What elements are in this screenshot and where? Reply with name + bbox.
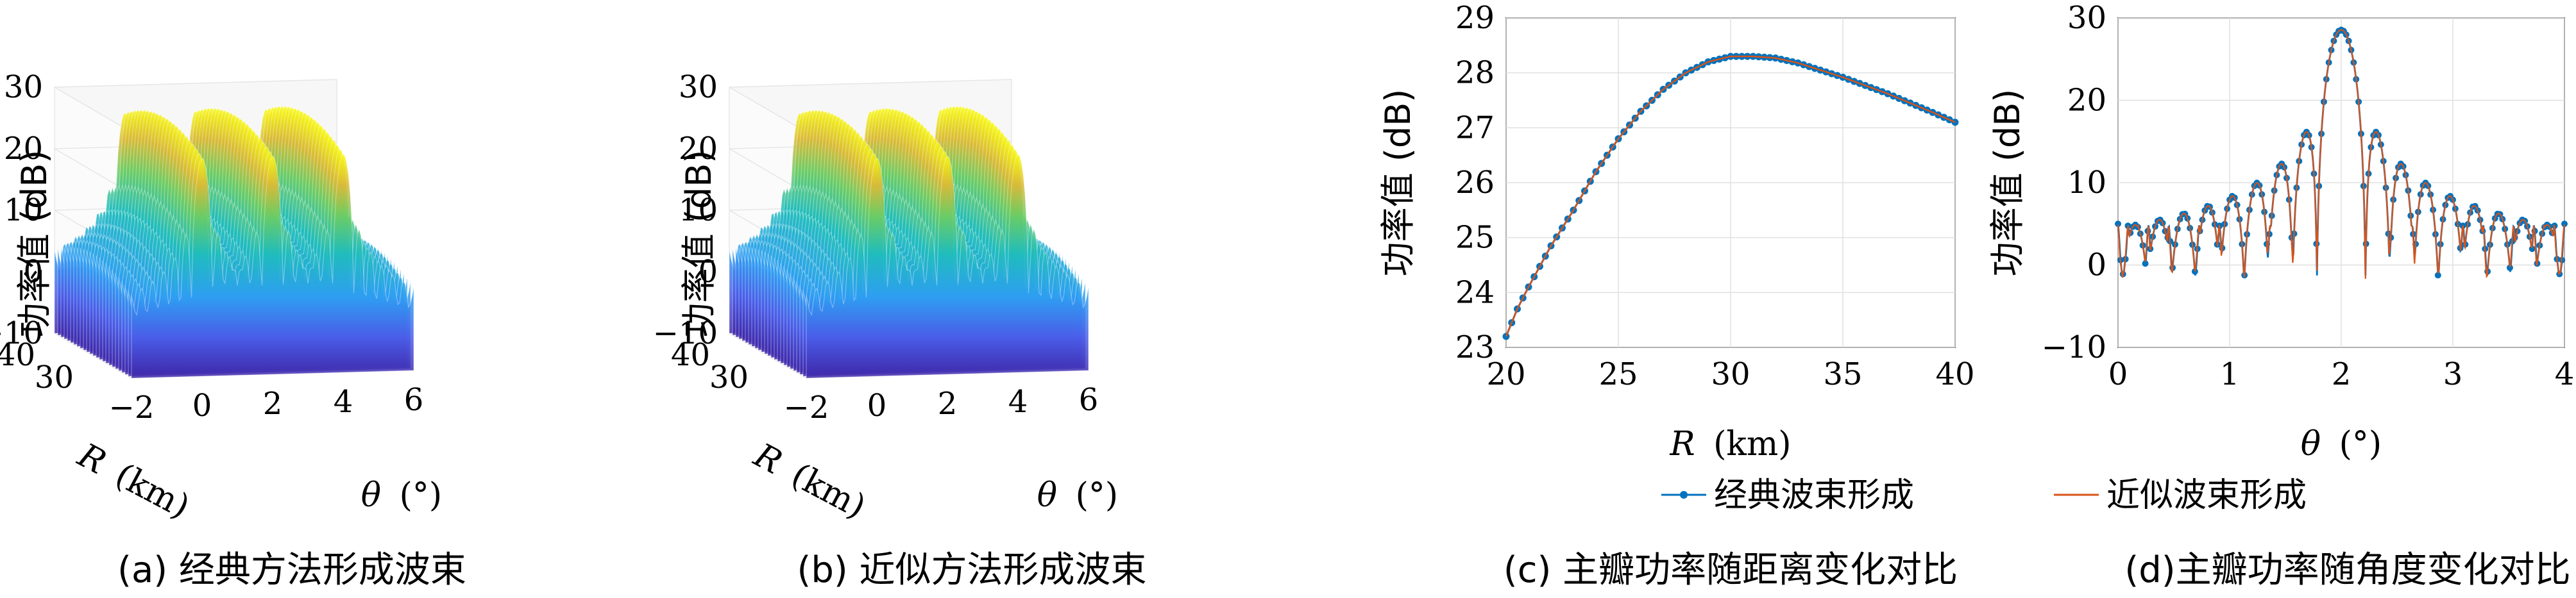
y-tick-label: 20 [2067, 83, 2106, 119]
y-tick-label: 25 [1455, 220, 1495, 256]
legend-marker-classic [1680, 491, 1688, 499]
z-tick-label: 20 [4, 131, 43, 167]
legend-label-approx: 近似波束形成 [2106, 476, 2307, 515]
legend-item-classic: 经典波束形成 [1661, 476, 1914, 515]
surface-gridline [729, 79, 1012, 88]
r-tick-label: 30 [35, 360, 74, 395]
x-tick-label: 1 [2220, 356, 2240, 392]
z-tick-label: 0 [698, 254, 718, 290]
series-point-classic [2506, 264, 2513, 271]
x-tick-label: 30 [1711, 356, 1750, 392]
panel-c-y-label: 功率值 (dB) [1378, 89, 1418, 277]
legend-label-classic: 经典波束形成 [1714, 476, 1914, 515]
series-point-classic [2115, 220, 2121, 228]
surface-gridline [729, 87, 807, 133]
theta-tick-label: 4 [1008, 384, 1028, 420]
panel-b-caption: (b) 近似方法形成波束 [797, 549, 1146, 591]
z-tick-label: 10 [4, 192, 43, 228]
y-tick-label: 27 [1455, 110, 1495, 145]
x-tick-label: 40 [1935, 356, 1974, 392]
series-line-approx [2117, 29, 2566, 279]
panel-d-x-label: θ (°) [2301, 425, 2382, 463]
series-point-classic [2434, 272, 2441, 279]
theta-tick-label: 0 [867, 388, 887, 424]
y-tick-label: 0 [2087, 247, 2106, 283]
z-tick-label: 10 [679, 192, 718, 228]
z-tick-label: 0 [23, 254, 43, 290]
z-tick-label: 30 [679, 69, 718, 105]
series-point-classic [2191, 268, 2198, 275]
z-tick-label: −10 [653, 315, 718, 351]
theta-tick-label: −2 [109, 390, 155, 426]
z-tick-label: −10 [0, 315, 43, 351]
theta-tick-label: −2 [784, 390, 829, 426]
legend: 经典波束形成 近似波束形成 [1661, 476, 2307, 515]
panel-c-line-chart: 20 25 30 35 40 23 24 25 26 27 28 29 功率值 (dB) R (km)… [1378, 0, 1975, 591]
theta-tick-label: 4 [334, 384, 353, 420]
r-tick-label: 30 [709, 360, 749, 395]
x-tick-label: 25 [1598, 356, 1638, 392]
x-tick-label: 2 [2332, 356, 2351, 392]
x-tick-label: 35 [1823, 356, 1862, 392]
y-tick-label: 29 [1455, 0, 1495, 36]
panel-d-y-label: 功率值 (dB) [1987, 89, 2028, 277]
panel-b-surface-plot [729, 79, 1089, 379]
z-tick-label: 20 [679, 131, 718, 167]
panel-c-caption: (c) 主瓣功率随距离变化对比 [1504, 549, 1958, 591]
series-point-classic [2561, 220, 2568, 228]
surface-slice [806, 153, 1089, 379]
y-tick-label: −10 [2042, 329, 2106, 365]
surface-gridline [54, 87, 132, 133]
r-tick-label: 40 [0, 337, 35, 373]
panel-a-theta-axis-label: θ (°) [361, 476, 442, 515]
y-tick-label: 24 [1455, 274, 1495, 310]
x-tick-label: 0 [2108, 356, 2128, 392]
panel-a-caption: (a) 经典方法形成波束 [117, 549, 466, 591]
panel-c-x-label: R (km) [1669, 425, 1791, 463]
y-tick-label: 30 [2067, 0, 2106, 36]
panel-a-surface-plot [54, 79, 414, 379]
x-tick-label: 3 [2443, 356, 2463, 392]
x-tick-label: 20 [1486, 356, 1525, 392]
r-tick-label: 40 [671, 337, 710, 373]
theta-tick-label: 2 [263, 386, 283, 422]
legend-item-approx: 近似波束形成 [2054, 476, 2307, 515]
panel-b-r-axis-label: R (km) [747, 436, 872, 526]
panel-d-caption: (d)主瓣功率随角度变化对比 [2124, 549, 2570, 591]
panel-b-z-label: 功率值 (dB) [679, 150, 719, 338]
panel-a-r-axis-label: R (km) [71, 436, 196, 526]
series-point-classic [2142, 260, 2149, 267]
y-tick-label: 26 [1455, 165, 1495, 201]
panel-b-theta-axis-label: θ (°) [1037, 476, 1118, 515]
theta-tick-label: 0 [192, 388, 212, 424]
surface-gridline [54, 79, 337, 88]
panel-a-z-label: 功率值 (dB) [14, 150, 55, 338]
surface-slice [131, 153, 414, 379]
series-line-approx [1505, 55, 1956, 337]
theta-tick-label: 6 [1079, 382, 1099, 418]
y-tick-label: 28 [1455, 55, 1495, 91]
series-point-classic [2529, 245, 2536, 253]
z-tick-label: 30 [4, 69, 43, 105]
theta-tick-label: 2 [938, 386, 958, 422]
x-tick-label: 4 [2555, 356, 2575, 392]
theta-tick-label: 6 [404, 382, 424, 418]
y-tick-label: 23 [1455, 329, 1495, 365]
y-tick-label: 10 [2067, 165, 2106, 201]
series-point-classic [2556, 270, 2563, 278]
